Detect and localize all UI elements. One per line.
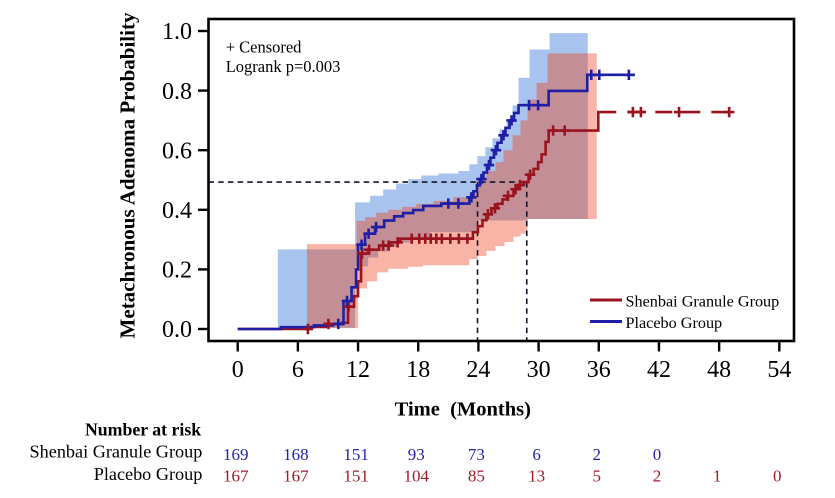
svg-text:1: 1 <box>713 466 722 485</box>
svg-text:93: 93 <box>408 445 425 464</box>
svg-text:Logrank p=0.003: Logrank p=0.003 <box>226 57 341 76</box>
svg-text:6: 6 <box>532 445 541 464</box>
svg-text:+ Censored: + Censored <box>226 38 302 57</box>
svg-text:73: 73 <box>468 445 485 464</box>
svg-text:Placebo Group: Placebo Group <box>626 314 723 332</box>
svg-text:42: 42 <box>647 357 671 383</box>
svg-text:0.6: 0.6 <box>162 138 192 164</box>
svg-text:18: 18 <box>406 357 430 383</box>
svg-text:Metachronous Adenoma Probabili: Metachronous Adenoma Probability <box>116 12 140 338</box>
svg-text:85: 85 <box>468 466 485 485</box>
svg-text:Placebo Group: Placebo Group <box>94 464 203 484</box>
svg-text:48: 48 <box>707 357 731 383</box>
svg-text:104: 104 <box>403 466 429 485</box>
svg-text:Number at risk: Number at risk <box>85 420 201 440</box>
svg-text:0.8: 0.8 <box>162 79 192 105</box>
svg-text:Shenbai Granule Group: Shenbai Granule Group <box>626 293 780 311</box>
svg-text:151: 151 <box>343 445 369 464</box>
svg-text:167: 167 <box>223 466 249 485</box>
svg-text:2: 2 <box>593 445 602 464</box>
svg-text:0: 0 <box>653 445 662 464</box>
svg-text:1.0: 1.0 <box>162 19 192 45</box>
svg-text:30: 30 <box>527 357 551 383</box>
svg-text:6: 6 <box>292 357 304 383</box>
svg-text:151: 151 <box>343 466 369 485</box>
svg-text:5: 5 <box>593 466 602 485</box>
svg-text:36: 36 <box>587 357 611 383</box>
svg-text:54: 54 <box>767 357 791 383</box>
svg-text:0.4: 0.4 <box>162 198 192 224</box>
svg-text:0: 0 <box>232 357 244 383</box>
svg-text:168: 168 <box>283 445 309 464</box>
svg-text:Time (Months): Time (Months) <box>395 399 531 421</box>
svg-text:Shenbai Granule Group: Shenbai Granule Group <box>30 441 203 461</box>
svg-text:167: 167 <box>283 466 309 485</box>
svg-text:0.2: 0.2 <box>162 258 192 284</box>
svg-text:12: 12 <box>346 357 370 383</box>
svg-text:13: 13 <box>528 466 545 485</box>
svg-text:0: 0 <box>773 466 782 485</box>
svg-text:24: 24 <box>466 357 490 383</box>
svg-text:169: 169 <box>223 445 249 464</box>
svg-text:2: 2 <box>653 466 662 485</box>
svg-text:0.0: 0.0 <box>162 317 192 343</box>
